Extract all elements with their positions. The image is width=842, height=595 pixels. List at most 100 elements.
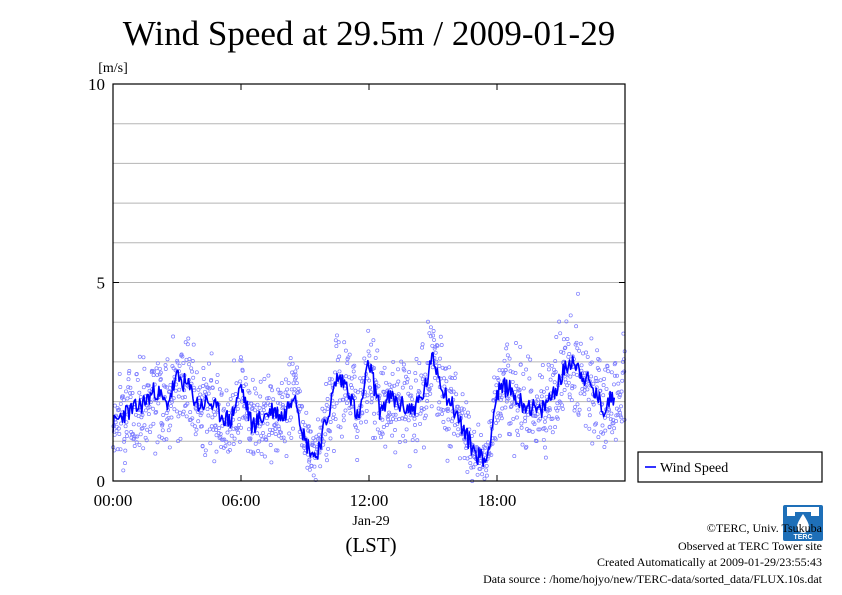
sample-point: [519, 421, 524, 426]
sample-point: [121, 394, 126, 399]
sample-point: [493, 437, 498, 442]
sample-point: [616, 381, 621, 386]
sample-point: [183, 340, 188, 345]
sample-point: [124, 430, 129, 435]
sample-point: [123, 448, 128, 453]
sample-point: [216, 431, 221, 435]
sample-point: [308, 429, 313, 434]
sample-point: [373, 355, 378, 360]
sample-point: [117, 371, 122, 376]
sample-point: [565, 337, 570, 341]
sample-point: [126, 371, 131, 376]
sample-point: [426, 319, 430, 324]
sample-point: [419, 406, 424, 411]
sample-point: [609, 411, 614, 416]
sample-point: [125, 434, 129, 439]
sample-point: [206, 391, 211, 396]
sample-point: [364, 419, 368, 424]
sample-point: [312, 464, 317, 469]
sample-point: [258, 394, 263, 399]
sample-point: [261, 431, 266, 435]
sample-point: [219, 391, 224, 396]
sample-point: [445, 409, 450, 413]
sample-point: [247, 427, 251, 432]
sample-point: [537, 427, 542, 432]
sample-point: [203, 448, 208, 453]
sample-point: [214, 433, 219, 438]
sample-point: [263, 435, 268, 440]
sample-point: [298, 407, 303, 411]
sample-point: [338, 425, 343, 430]
sample-point: [508, 405, 513, 409]
sample-point: [438, 356, 442, 361]
sample-point: [545, 386, 550, 391]
sample-point: [517, 388, 522, 392]
sample-point: [369, 400, 374, 405]
sample-point: [190, 369, 194, 374]
sample-point: [558, 331, 563, 336]
sample-point: [117, 407, 121, 412]
sample-point: [534, 394, 539, 399]
sample-point: [132, 444, 137, 448]
sample-point: [293, 375, 298, 380]
sample-point: [572, 408, 577, 413]
sample-point: [454, 392, 459, 397]
sample-point: [291, 426, 295, 431]
sample-point: [431, 329, 436, 333]
sample-point: [183, 404, 188, 408]
sample-point: [165, 385, 169, 390]
sample-point: [118, 447, 123, 452]
sample-point: [585, 387, 590, 392]
sample-point: [114, 429, 119, 433]
sample-point: [601, 393, 606, 398]
sample-point: [237, 439, 242, 444]
sample-point: [515, 408, 520, 413]
legend-label: Wind Speed: [660, 461, 728, 476]
sample-point: [456, 427, 461, 432]
sample-point: [344, 374, 348, 379]
sample-point: [424, 405, 429, 410]
x-tick-label: 06:00: [222, 491, 261, 510]
sample-point: [524, 444, 529, 449]
sample-point: [499, 416, 504, 421]
legend: Wind Speed: [637, 451, 823, 483]
sample-point: [121, 398, 126, 403]
sample-point: [138, 394, 143, 399]
sample-point: [295, 365, 300, 370]
sample-point: [521, 371, 526, 376]
sample-point: [543, 455, 548, 460]
sample-point: [196, 419, 201, 424]
sample-point: [176, 439, 181, 444]
sample-point: [349, 376, 354, 381]
sample-point: [265, 396, 270, 401]
sample-point: [591, 402, 596, 407]
sample-point: [235, 406, 240, 411]
sample-point: [455, 433, 460, 438]
sample-point: [160, 422, 165, 427]
sample-point: [465, 469, 470, 474]
sample-point: [146, 412, 151, 417]
sample-point: [442, 384, 447, 389]
sample-point: [603, 428, 608, 433]
y-axis-label: [m/s]: [98, 61, 128, 76]
sample-point: [238, 355, 243, 360]
sample-point: [365, 393, 370, 398]
sample-point: [569, 398, 574, 403]
sample-point: [137, 390, 142, 395]
sample-point: [619, 415, 624, 420]
sample-point: [169, 415, 174, 420]
sample-point: [273, 432, 278, 436]
sample-point: [324, 452, 329, 457]
sample-point: [294, 381, 299, 386]
sample-point: [265, 421, 270, 426]
sample-point: [575, 402, 580, 407]
sample-point: [432, 346, 437, 351]
sample-point: [597, 367, 601, 372]
sample-point: [225, 430, 230, 435]
sample-point: [231, 442, 236, 446]
sample-point: [284, 418, 289, 423]
sample-point: [538, 416, 543, 421]
sample-point: [201, 384, 205, 388]
sample-point: [261, 408, 266, 413]
sample-point: [510, 379, 515, 384]
